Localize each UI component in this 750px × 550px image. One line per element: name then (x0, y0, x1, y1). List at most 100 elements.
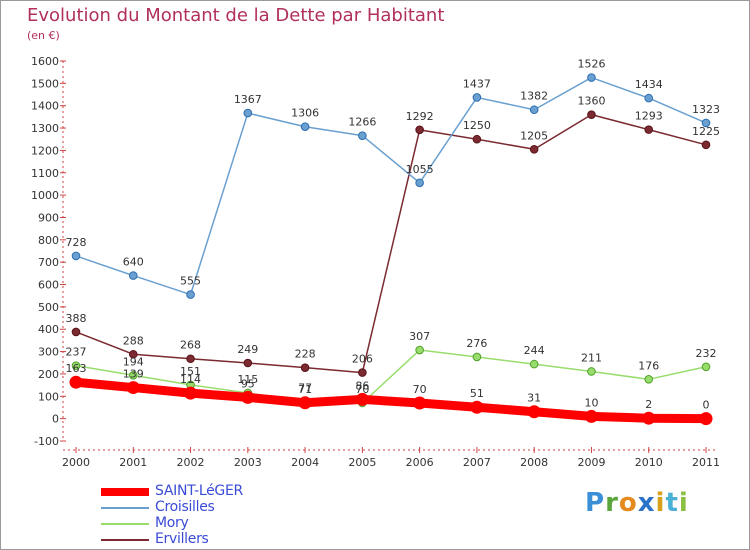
series-line-mory (75, 349, 707, 404)
data-label: 139 (123, 368, 144, 381)
x-tick-label: 2002 (177, 456, 205, 469)
data-label: 206 (352, 353, 373, 366)
data-point (587, 367, 596, 376)
data-label: 77 (298, 381, 312, 394)
data-point (71, 251, 81, 261)
data-point (529, 144, 539, 154)
series-line-croisilles (75, 76, 707, 296)
unit-label: (en €) (27, 29, 60, 42)
legend: SAINT-LéGER Croisilles Mory Ervillers (101, 483, 401, 548)
data-label: 228 (295, 348, 316, 361)
data-label: 1437 (463, 77, 491, 90)
data-point (472, 352, 482, 362)
logo-letter: i (655, 488, 666, 518)
series-line-saint-l-ger (71, 377, 711, 424)
logo-letter: t (665, 488, 679, 518)
data-point (241, 390, 255, 404)
data-label: 176 (638, 359, 659, 372)
x-tick-label: 2011 (692, 456, 720, 469)
data-label: 194 (123, 355, 144, 368)
data-point (413, 396, 427, 410)
data-point (644, 125, 654, 134)
data-label: 1382 (520, 90, 548, 103)
data-point (470, 400, 484, 414)
data-point (415, 345, 424, 355)
data-point (126, 381, 140, 395)
data-point (243, 108, 253, 118)
data-label: 86 (355, 379, 369, 392)
data-label: 1292 (406, 110, 434, 123)
data-point (186, 354, 195, 364)
data-label: 237 (66, 346, 87, 359)
data-point (529, 105, 539, 115)
data-point (527, 405, 541, 419)
data-point (128, 349, 138, 359)
x-tick-label: 2006 (406, 456, 434, 469)
x-tick-label: 2010 (635, 456, 663, 469)
data-point (699, 412, 713, 426)
y-tick-label: 800 (38, 234, 59, 247)
y-tick-label: 600 (38, 279, 59, 292)
x-tick-label: 2000 (62, 456, 90, 469)
x-tick-label: 2005 (348, 456, 376, 469)
data-label: 232 (696, 347, 717, 360)
legend-swatch (101, 488, 149, 496)
data-label: 728 (66, 236, 87, 249)
x-tick-label: 2008 (520, 456, 548, 469)
data-point (701, 140, 711, 150)
legend-label: Mory (155, 515, 189, 531)
x-tick-label: 2007 (463, 456, 491, 469)
y-tick-label: 1500 (31, 77, 59, 90)
data-label: 115 (237, 373, 258, 386)
y-tick-label: 300 (38, 346, 59, 359)
data-label: 555 (180, 275, 201, 288)
y-tick-label: 1300 (31, 122, 59, 135)
logo-letter: x (637, 488, 656, 518)
x-tick-label: 2009 (577, 456, 605, 469)
data-label: 249 (237, 343, 258, 356)
data-label: 31 (527, 392, 541, 405)
logo-letter: P (585, 488, 606, 518)
data-label: 268 (180, 339, 201, 352)
data-point (358, 131, 367, 140)
data-label: 95 (241, 377, 255, 390)
data-point (644, 93, 654, 103)
legend-label: Ervillers (155, 531, 209, 547)
y-tick-label: 100 (38, 390, 59, 403)
y-tick-label: 500 (38, 301, 59, 314)
data-label: 1367 (234, 93, 262, 106)
y-tick-label: 1100 (31, 167, 59, 180)
y-tick-label: 400 (38, 323, 59, 336)
y-tick-label: -100 (34, 435, 59, 448)
data-label: 114 (180, 373, 201, 386)
data-label: 244 (524, 344, 545, 357)
data-point (71, 327, 81, 337)
data-point (644, 375, 654, 384)
data-point (184, 386, 198, 400)
data-label: 211 (581, 351, 602, 364)
data-point (71, 361, 81, 370)
data-label: 288 (123, 334, 144, 347)
logo-letter: r (605, 488, 619, 518)
data-label: 1225 (692, 125, 720, 138)
data-point (186, 290, 195, 299)
data-label: 1293 (635, 110, 663, 123)
data-point (300, 122, 310, 132)
data-point (587, 110, 596, 119)
data-label: 1055 (406, 163, 434, 176)
data-point (415, 125, 424, 135)
data-label: 388 (66, 312, 87, 325)
y-tick-label: 1600 (31, 55, 59, 68)
legend-item-mory: Mory (101, 515, 401, 532)
legend-item-saint-l-ger: SAINT-LéGER (101, 483, 401, 500)
data-label: 10 (584, 396, 598, 409)
y-tick-label: 0 (52, 413, 59, 426)
data-point (355, 392, 369, 406)
legend-swatch (101, 507, 149, 509)
legend-item-croisilles: Croisilles (101, 499, 401, 516)
data-label: 151 (180, 365, 201, 378)
logo-letter: i (678, 488, 689, 518)
data-label: 70 (355, 383, 369, 396)
